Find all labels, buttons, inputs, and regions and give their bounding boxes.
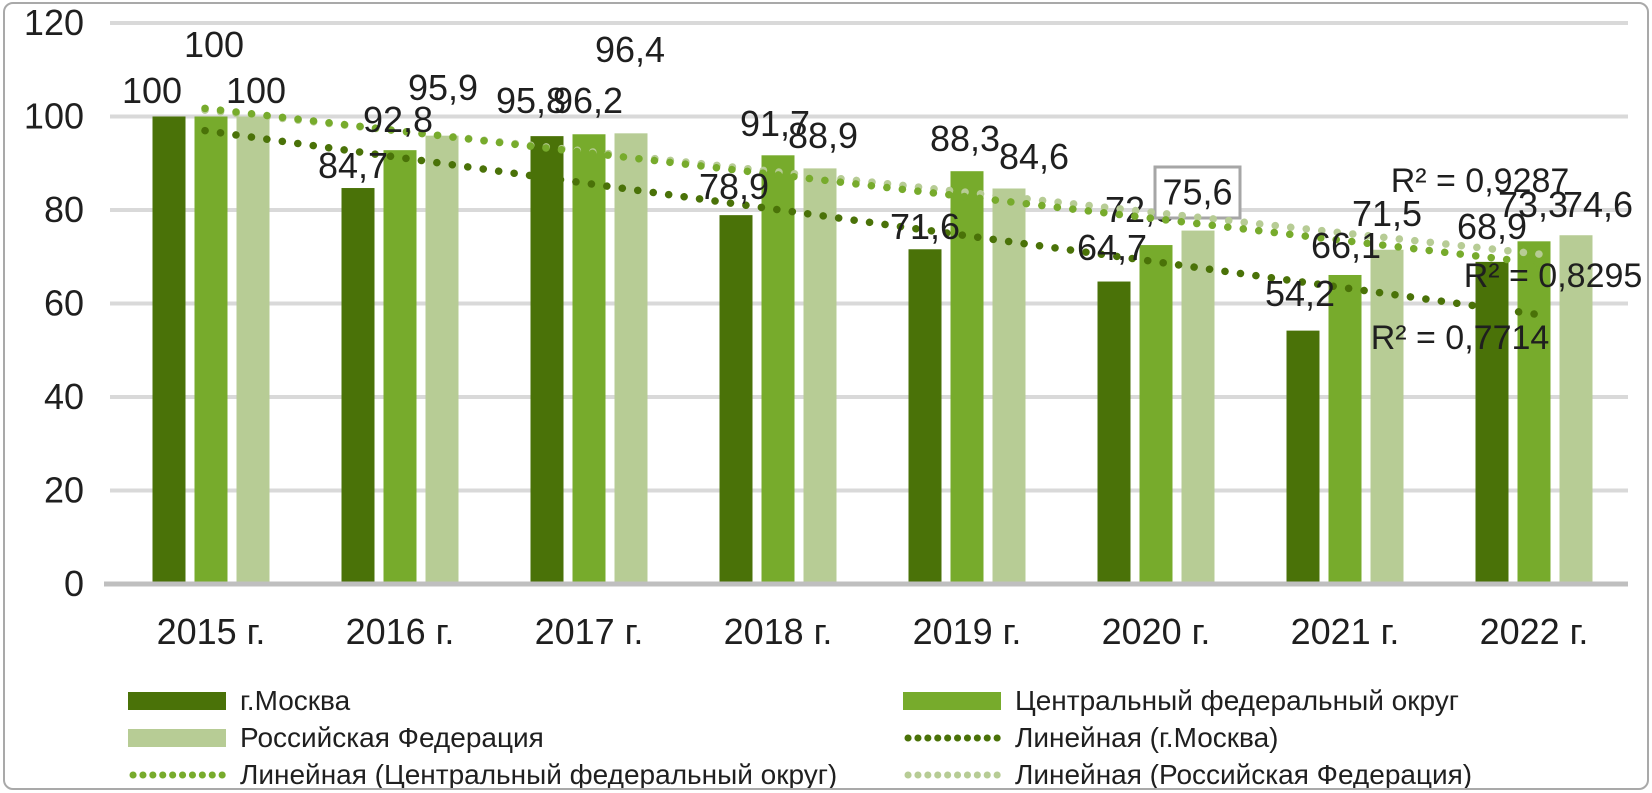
bar [1370,249,1404,585]
bar [1286,330,1320,584]
bar [425,135,459,585]
bar [1517,241,1551,584]
x-category-label: 2021 г. [1291,611,1400,652]
data-label: 73,3 [1498,184,1568,225]
bar [341,188,375,584]
data-label: 91,7 [740,103,810,144]
data-label: 66,1 [1311,225,1381,266]
legend-item-label: Центральный федеральный округ [1015,684,1459,716]
data-label: 74,6 [1563,184,1633,225]
data-label: 100 [226,70,286,111]
dotted-line-swatch [904,734,1001,741]
r2-label: R² = 0,7714 [1371,319,1550,357]
data-label: 96,2 [553,80,623,121]
bar [1139,245,1173,584]
legend-item-moscow: г.Москва [128,682,837,719]
bar [194,116,228,584]
bar [1559,235,1593,584]
bar [1328,274,1362,584]
x-category-label: 2018 г. [724,611,833,652]
legend-swatch-linear-moscow [903,732,1001,744]
bar [152,116,186,584]
bar [383,150,417,584]
legend-swatch-linear-russian-federation [903,769,1001,781]
x-category-label: 2019 г. [913,611,1022,652]
x-category-label: 2020 г. [1102,611,1211,652]
legend-item-label: Российская Федерация [240,721,544,753]
bar [1181,230,1215,584]
y-tick-label: 0 [64,563,84,604]
bar [614,133,648,584]
data-label: 92,8 [363,99,433,140]
y-tick-label: 120 [24,2,84,43]
legend-column-left: г.Москва Российская Федерация Линейная (… [128,682,837,793]
trendline [201,106,1546,259]
dotted-line-swatch [129,771,226,778]
legend-swatch-cfo [903,691,1001,710]
data-label: 64,7 [1077,227,1147,268]
legend-swatch-moscow [128,691,226,710]
trendline [201,104,1546,268]
bar [572,134,606,584]
x-category-label: 2022 г. [1480,611,1589,652]
bar [1097,281,1131,584]
data-label: 100 [122,70,182,111]
data-label: 100 [184,24,244,65]
data-label: 88,3 [930,118,1000,159]
bar [719,215,753,584]
data-label: 95,9 [408,67,478,108]
legend-item-cfo: Центральный федеральный округ [903,682,1472,719]
x-category-label: 2017 г. [535,611,644,652]
y-tick-label: 100 [24,96,84,137]
legend-swatch-linear-cfo [128,769,226,781]
data-label: 71,5 [1352,193,1422,234]
r2-label: R² = 0,9287 [1391,162,1570,200]
bar [761,155,795,585]
chart-plot: 0 20 40 60 80 100 120 2015 г. 2016 г. 2017 г. 2018… [24,2,1643,652]
bar [908,249,942,584]
dotted-line-swatch [904,771,1001,778]
data-label: 54,2 [1265,273,1335,314]
x-category-label: 2015 г. [157,611,266,652]
y-tick-label: 40 [44,376,84,417]
data-label: 71,6 [890,206,960,247]
data-label: 96,4 [595,29,665,70]
bar [803,168,837,584]
legend-item-linear-moscow: Линейная (г.Москва) [903,719,1472,756]
y-tick-label: 80 [44,189,84,230]
legend-item-label: Линейная (Центральный федеральный округ) [240,758,838,790]
data-label: 84,7 [318,145,388,186]
legend-item-label: г.Москва [240,684,351,716]
legend-item-russian-federation: Российская Федерация [128,719,837,756]
data-label: 95,8 [496,80,566,121]
legend-item-label: Линейная (г.Москва) [1015,721,1279,753]
data-label: 68,9 [1457,206,1527,247]
legend-item-linear-russian-federation: Линейная (Российская Федерация) [903,756,1472,793]
data-label: 84,6 [999,136,1069,177]
bar [992,188,1026,584]
y-tick-label: 60 [44,283,84,324]
legend-column-right: Центральный федеральный округ Линейная (… [903,682,1472,793]
bar [236,116,270,584]
data-label: 88,9 [788,115,858,156]
legend-swatch-russian-federation [128,728,226,747]
trendline [201,126,1546,319]
r2-label: R² = 0,8295 [1464,257,1643,295]
bar [530,136,564,584]
chart-legend: г.Москва Российская Федерация Линейная (… [0,676,1652,790]
data-label: 78,9 [699,166,769,207]
callout-box-label: 75,6 [1162,172,1232,213]
legend-item-linear-cfo: Линейная (Центральный федеральный округ) [128,756,837,793]
bar [1475,261,1509,584]
y-tick-label: 20 [44,470,84,511]
x-category-label: 2016 г. [346,611,455,652]
legend-item-label: Линейная (Российская Федерация) [1015,758,1473,790]
